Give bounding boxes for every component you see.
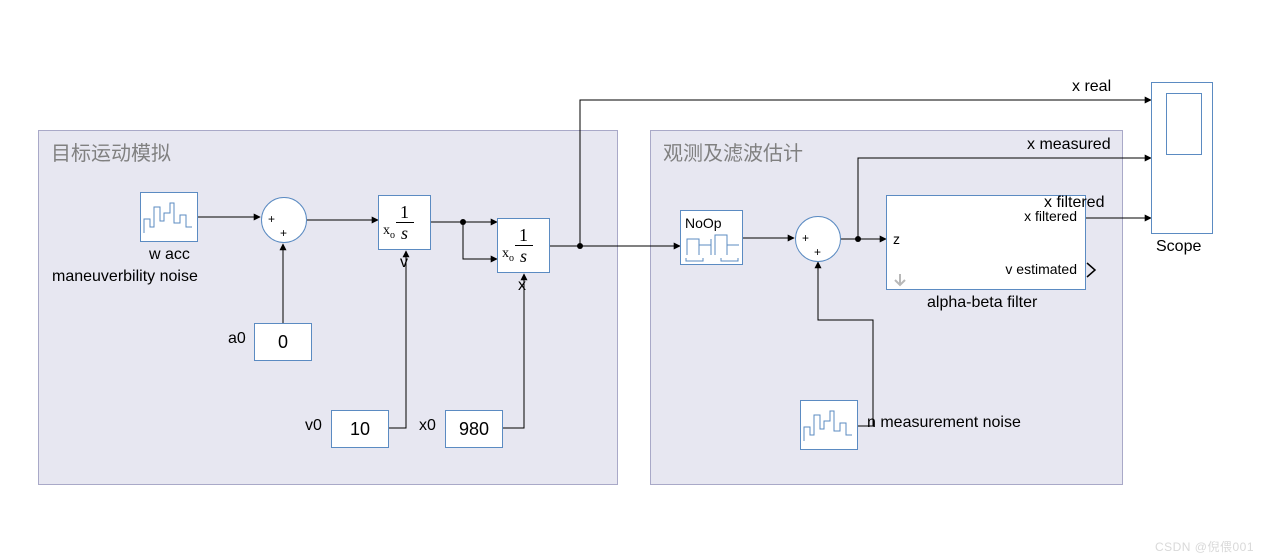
integrator-frac-icon: 1s xyxy=(396,203,414,242)
label-nmeas: n measurement noise xyxy=(867,414,1021,432)
random-noise-icon xyxy=(800,401,858,449)
integrator-frac-icon: 1s xyxy=(515,226,533,265)
label-int-x: x xyxy=(518,277,526,295)
label-x-filtered: x filtered xyxy=(1044,194,1104,212)
subsystem-marker-icon xyxy=(893,273,907,287)
watermark: CSDN @倪偎001 xyxy=(1155,538,1254,555)
port-vest: v estimated xyxy=(1005,261,1077,277)
label-x0: x0 xyxy=(419,417,436,435)
const-v0-value: 10 xyxy=(350,419,370,440)
block-scope[interactable] xyxy=(1151,82,1213,234)
integrator-ic-label: xo xyxy=(383,223,395,241)
terminator-icon xyxy=(1086,262,1100,278)
plus-sign-icon: + xyxy=(814,246,821,258)
rate-transition-icon xyxy=(681,231,744,263)
plus-sign-icon: + xyxy=(268,213,275,225)
subsystem-sim: 目标运动模拟 xyxy=(38,130,618,485)
label-x-measured: x measured xyxy=(1027,136,1111,154)
const-x0-value: 980 xyxy=(459,419,489,440)
block-nmeas-noise[interactable] xyxy=(800,400,858,450)
block-const-a0[interactable]: 0 xyxy=(254,323,312,361)
sum-block-1[interactable]: + + xyxy=(261,197,307,243)
label-int-v: v xyxy=(400,254,408,272)
block-wacc-noise[interactable] xyxy=(140,192,198,242)
block-const-v0[interactable]: 10 xyxy=(331,410,389,448)
label-v0: v0 xyxy=(305,417,322,435)
plus-sign-icon: + xyxy=(280,227,287,239)
label-x-real: x real xyxy=(1072,78,1111,96)
block-integrator-v[interactable]: 1s xo xyxy=(378,195,431,250)
block-noop[interactable]: NoOp xyxy=(680,210,743,265)
label-wacc2: maneuverbility noise xyxy=(52,268,198,286)
plus-sign-icon: + xyxy=(802,232,809,244)
block-integrator-x[interactable]: 1s xo xyxy=(497,218,550,273)
sum-block-2[interactable]: + + xyxy=(795,216,841,262)
random-noise-icon xyxy=(140,193,198,241)
label-scope: Scope xyxy=(1156,238,1201,256)
label-filter: alpha-beta filter xyxy=(927,294,1037,312)
scope-screen-icon xyxy=(1166,93,1202,155)
const-a0-value: 0 xyxy=(278,332,288,353)
subsystem-est-title: 观测及滤波估计 xyxy=(663,137,803,166)
subsystem-sim-title: 目标运动模拟 xyxy=(51,137,171,166)
port-z: z xyxy=(893,231,900,247)
block-const-x0[interactable]: 980 xyxy=(445,410,503,448)
noop-title: NoOp xyxy=(685,215,722,231)
integrator-ic-label: xo xyxy=(502,246,514,264)
label-wacc1: w acc xyxy=(149,246,190,264)
label-a0: a0 xyxy=(228,330,246,348)
